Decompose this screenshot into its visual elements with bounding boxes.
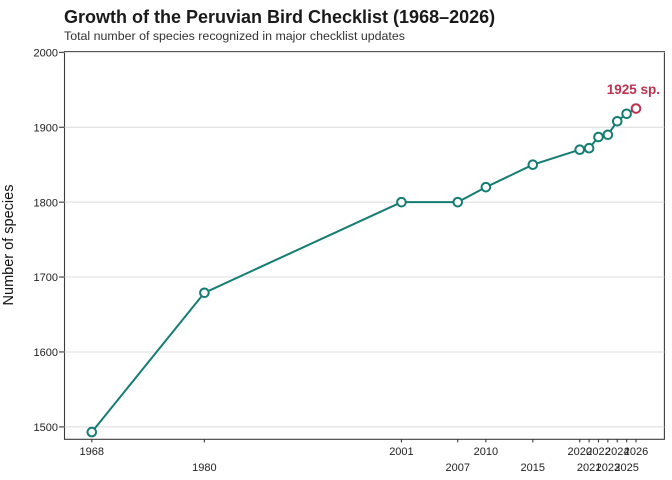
- svg-text:2007: 2007: [445, 462, 469, 474]
- svg-text:1900: 1900: [34, 122, 58, 134]
- svg-text:2001: 2001: [389, 446, 413, 458]
- svg-text:1925 sp.: 1925 sp.: [607, 82, 660, 97]
- svg-text:1800: 1800: [34, 197, 58, 209]
- svg-text:2000: 2000: [34, 48, 58, 60]
- svg-text:2015: 2015: [521, 462, 545, 474]
- svg-text:2026: 2026: [624, 446, 648, 458]
- svg-text:1500: 1500: [34, 422, 58, 434]
- svg-text:1968: 1968: [80, 446, 104, 458]
- svg-text:2010: 2010: [474, 446, 498, 458]
- svg-text:1700: 1700: [34, 272, 58, 284]
- svg-text:1980: 1980: [192, 462, 216, 474]
- svg-text:1600: 1600: [34, 347, 58, 359]
- svg-text:2025: 2025: [614, 462, 638, 474]
- svg-text:Number of species: Number of species: [1, 185, 17, 306]
